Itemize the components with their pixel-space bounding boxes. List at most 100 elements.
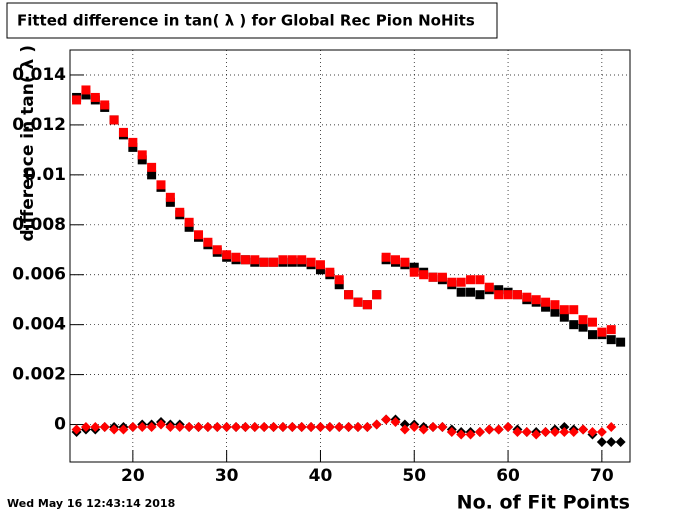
marker	[362, 422, 373, 433]
marker	[587, 317, 597, 327]
marker	[268, 422, 279, 433]
marker	[494, 290, 504, 300]
marker	[541, 302, 551, 312]
marker	[212, 245, 222, 255]
marker	[334, 280, 344, 290]
marker	[249, 422, 260, 433]
marker	[287, 422, 298, 433]
marker	[269, 257, 279, 267]
marker	[296, 422, 307, 433]
marker	[587, 427, 598, 438]
marker	[400, 257, 410, 267]
y-tick-label: 0	[54, 415, 66, 435]
marker	[259, 257, 269, 267]
marker	[90, 92, 100, 102]
marker	[147, 162, 157, 172]
marker	[419, 270, 429, 280]
x-tick-label: 50	[402, 466, 426, 486]
marker	[447, 277, 457, 287]
marker	[615, 437, 626, 448]
marker	[194, 230, 204, 240]
marker	[174, 422, 185, 433]
marker	[259, 422, 270, 433]
title-box	[6, 2, 498, 39]
marker	[437, 272, 447, 282]
marker	[165, 197, 175, 207]
marker	[71, 424, 82, 435]
marker	[456, 277, 466, 287]
marker	[128, 142, 138, 152]
marker	[109, 115, 119, 125]
marker	[128, 137, 138, 147]
x-tick-label: 30	[215, 466, 239, 486]
marker	[202, 422, 213, 433]
y-tick-label: 0.012	[12, 115, 66, 135]
marker	[409, 267, 419, 277]
marker	[156, 180, 166, 190]
marker	[109, 424, 120, 435]
marker	[503, 422, 514, 433]
timestamp: Wed May 16 12:43:14 2018	[7, 497, 175, 510]
marker	[334, 275, 344, 285]
marker	[381, 414, 392, 425]
x-tick-label: 70	[590, 466, 614, 486]
marker	[559, 312, 569, 322]
marker	[569, 320, 579, 330]
marker	[343, 422, 354, 433]
marker	[456, 287, 466, 297]
marker	[372, 290, 382, 300]
marker	[137, 150, 147, 160]
marker	[325, 267, 335, 277]
plot-frame	[69, 49, 631, 463]
marker	[118, 127, 128, 137]
marker	[531, 295, 541, 305]
marker	[137, 155, 147, 165]
marker	[118, 424, 129, 435]
marker	[212, 422, 223, 433]
marker	[428, 422, 439, 433]
marker	[549, 427, 560, 438]
marker	[315, 422, 326, 433]
marker	[550, 300, 560, 310]
marker	[409, 422, 420, 433]
marker	[80, 422, 91, 433]
marker	[165, 192, 175, 202]
marker	[353, 297, 363, 307]
marker	[456, 429, 467, 440]
marker	[165, 422, 176, 433]
marker	[90, 422, 101, 433]
marker	[222, 250, 232, 260]
marker	[446, 427, 457, 438]
marker	[474, 427, 485, 438]
marker	[475, 290, 485, 300]
marker	[203, 237, 213, 247]
y-tick-label: 0.002	[12, 365, 66, 385]
marker	[559, 305, 569, 315]
marker	[277, 422, 288, 433]
marker	[306, 422, 317, 433]
y-tick-label: 0.01	[24, 165, 66, 185]
marker	[184, 222, 194, 232]
marker	[596, 427, 607, 438]
y-tick-label: 0.008	[12, 215, 66, 235]
marker	[578, 315, 588, 325]
marker	[334, 422, 345, 433]
y-tick-label: 0.006	[12, 265, 66, 285]
marker	[578, 424, 589, 435]
marker	[315, 260, 325, 270]
marker	[465, 429, 476, 440]
marker	[418, 424, 429, 435]
marker	[540, 427, 551, 438]
marker	[175, 207, 185, 217]
marker	[568, 427, 579, 438]
marker	[193, 422, 204, 433]
marker	[390, 417, 401, 428]
marker	[587, 330, 597, 340]
marker	[466, 287, 476, 297]
marker	[606, 422, 617, 433]
marker	[297, 255, 307, 265]
marker	[409, 262, 419, 272]
marker	[390, 255, 400, 265]
marker	[428, 272, 438, 282]
